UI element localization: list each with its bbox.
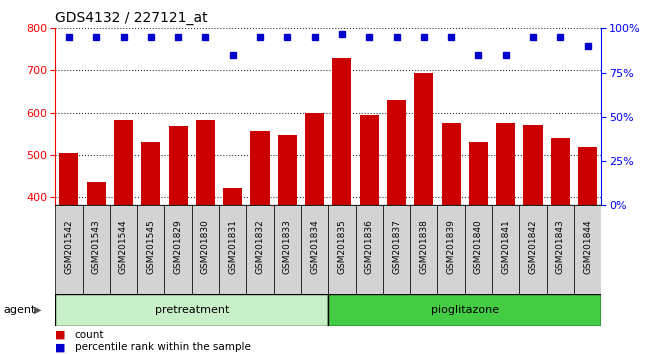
Text: count: count <box>75 330 104 340</box>
Text: GSM201829: GSM201829 <box>174 219 183 274</box>
Bar <box>110 205 137 297</box>
Text: GSM201844: GSM201844 <box>583 219 592 274</box>
Bar <box>578 147 597 205</box>
Bar <box>465 205 492 297</box>
Text: GSM201545: GSM201545 <box>146 219 155 274</box>
Text: GSM201543: GSM201543 <box>92 219 101 274</box>
Text: GSM201544: GSM201544 <box>119 219 128 274</box>
Bar <box>383 205 410 297</box>
Bar <box>274 205 301 297</box>
Bar <box>547 205 574 297</box>
Bar <box>141 142 161 205</box>
Text: GDS4132 / 227121_at: GDS4132 / 227121_at <box>55 11 208 25</box>
Bar <box>410 205 437 297</box>
Text: GSM201836: GSM201836 <box>365 219 374 274</box>
Bar <box>250 131 270 205</box>
Bar <box>469 142 488 205</box>
Text: GSM201835: GSM201835 <box>337 219 346 274</box>
Text: GSM201830: GSM201830 <box>201 219 210 274</box>
Bar <box>83 205 110 297</box>
Text: GSM201831: GSM201831 <box>228 219 237 274</box>
Bar <box>192 205 219 297</box>
Text: ■: ■ <box>55 342 66 352</box>
Bar <box>86 182 106 205</box>
Text: percentile rank within the sample: percentile rank within the sample <box>75 342 251 352</box>
Bar <box>278 135 297 205</box>
Bar <box>523 125 543 205</box>
Text: pioglitazone: pioglitazone <box>431 305 499 315</box>
Text: ■: ■ <box>55 330 66 340</box>
Text: GSM201839: GSM201839 <box>447 219 456 274</box>
Bar <box>492 205 519 297</box>
Text: GSM201842: GSM201842 <box>528 219 538 274</box>
Text: agent: agent <box>3 305 36 315</box>
Bar <box>496 123 515 205</box>
Text: GSM201838: GSM201838 <box>419 219 428 274</box>
Text: GSM201832: GSM201832 <box>255 219 265 274</box>
Bar <box>332 58 352 205</box>
Text: ▶: ▶ <box>34 305 42 315</box>
Bar <box>223 188 242 205</box>
Bar <box>196 120 215 205</box>
Text: GSM201834: GSM201834 <box>310 219 319 274</box>
Bar <box>359 115 379 205</box>
Bar <box>574 205 601 297</box>
Bar <box>414 73 434 205</box>
Bar <box>551 138 570 205</box>
Bar <box>441 123 461 205</box>
Text: GSM201837: GSM201837 <box>392 219 401 274</box>
Text: GSM201542: GSM201542 <box>64 219 73 274</box>
Bar <box>114 120 133 205</box>
Bar <box>55 205 83 297</box>
Bar <box>59 153 79 205</box>
Text: GSM201833: GSM201833 <box>283 219 292 274</box>
Bar <box>328 205 356 297</box>
Bar <box>137 205 164 297</box>
Bar <box>328 294 601 326</box>
Bar <box>55 294 328 326</box>
Text: pretreatment: pretreatment <box>155 305 229 315</box>
Bar <box>301 205 328 297</box>
Text: GSM201840: GSM201840 <box>474 219 483 274</box>
Bar <box>219 205 246 297</box>
Bar <box>168 126 188 205</box>
Bar <box>519 205 547 297</box>
Bar <box>387 100 406 205</box>
Bar <box>246 205 274 297</box>
Text: GSM201841: GSM201841 <box>501 219 510 274</box>
Bar <box>305 113 324 205</box>
Bar <box>437 205 465 297</box>
Bar <box>164 205 192 297</box>
Text: GSM201843: GSM201843 <box>556 219 565 274</box>
Bar <box>356 205 383 297</box>
